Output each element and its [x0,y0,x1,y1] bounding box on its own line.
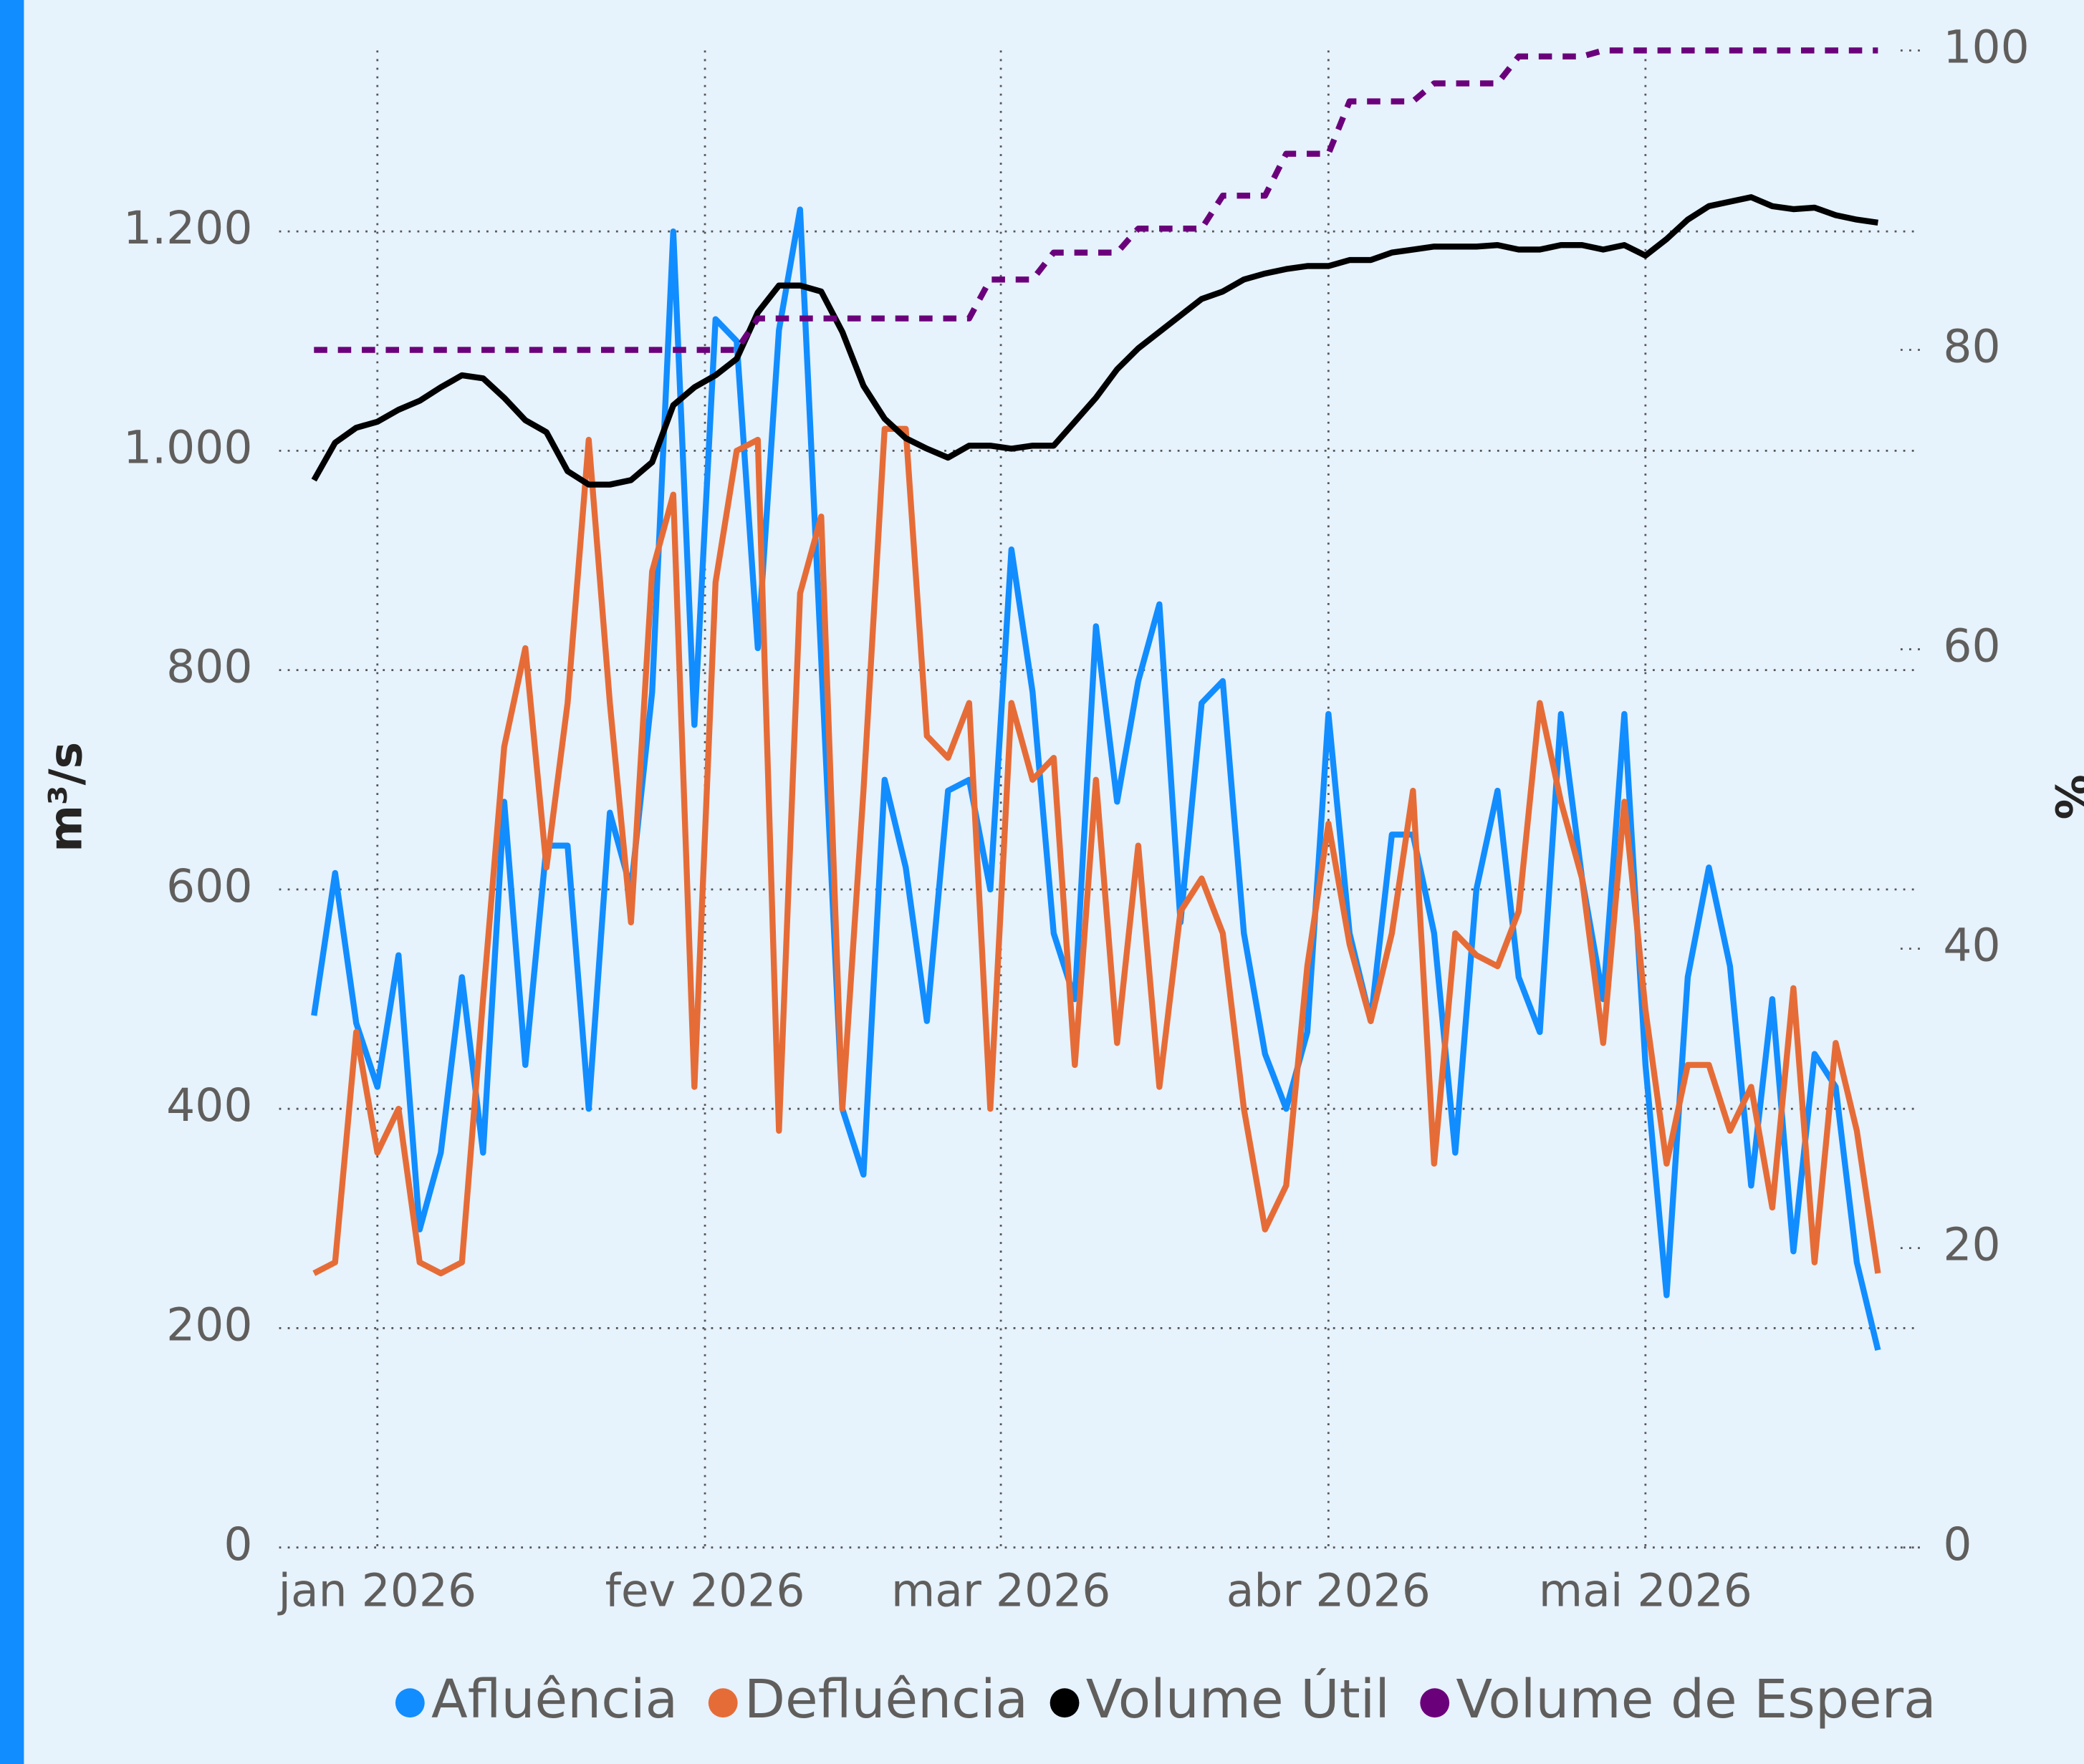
y-tick-label: 800 [166,640,252,693]
y2-axis-title: % [2045,774,2084,819]
y-tick-label: 1.000 [123,420,253,473]
y-axis-title: m³/s [39,742,92,852]
legend-marker [708,1688,738,1718]
legend-marker [395,1688,425,1718]
y-tick-label: 600 [166,859,252,912]
y-tick-label: 400 [166,1079,252,1132]
x-tick-label: jan 2026 [277,1564,476,1617]
series-line [314,47,1878,353]
legend-label: Volume de Espera [1456,1669,1936,1730]
y2-tick-label: 40 [1943,919,2000,972]
legend-marker [1420,1688,1450,1718]
y-tick-label: 1.200 [123,201,253,254]
x-tick-label: fev 2026 [605,1564,805,1617]
y2-tick-label: 80 [1943,320,2000,373]
series-line [311,206,1881,1351]
legend-label: Defluência [744,1669,1028,1730]
legend-label: Volume Útil [1086,1667,1390,1730]
y2-tick-label: 20 [1943,1218,2000,1271]
x-tick-label: mai 2026 [1539,1564,1752,1617]
x-tick-label: mar 2026 [891,1564,1111,1617]
series-line [312,425,1881,1277]
x-tick-label: abr 2026 [1226,1564,1431,1617]
legend-marker [1050,1688,1080,1718]
y2-tick-label: 60 [1943,620,2000,673]
y2-tick-label: 0 [1943,1518,1972,1571]
series-line [311,194,1878,488]
legend-label: Afluência [431,1669,678,1730]
y-tick-label: 0 [224,1518,252,1571]
y2-tick-label: 100 [1943,21,2029,74]
y-tick-label: 200 [166,1298,252,1351]
accent-bar [0,0,24,1764]
